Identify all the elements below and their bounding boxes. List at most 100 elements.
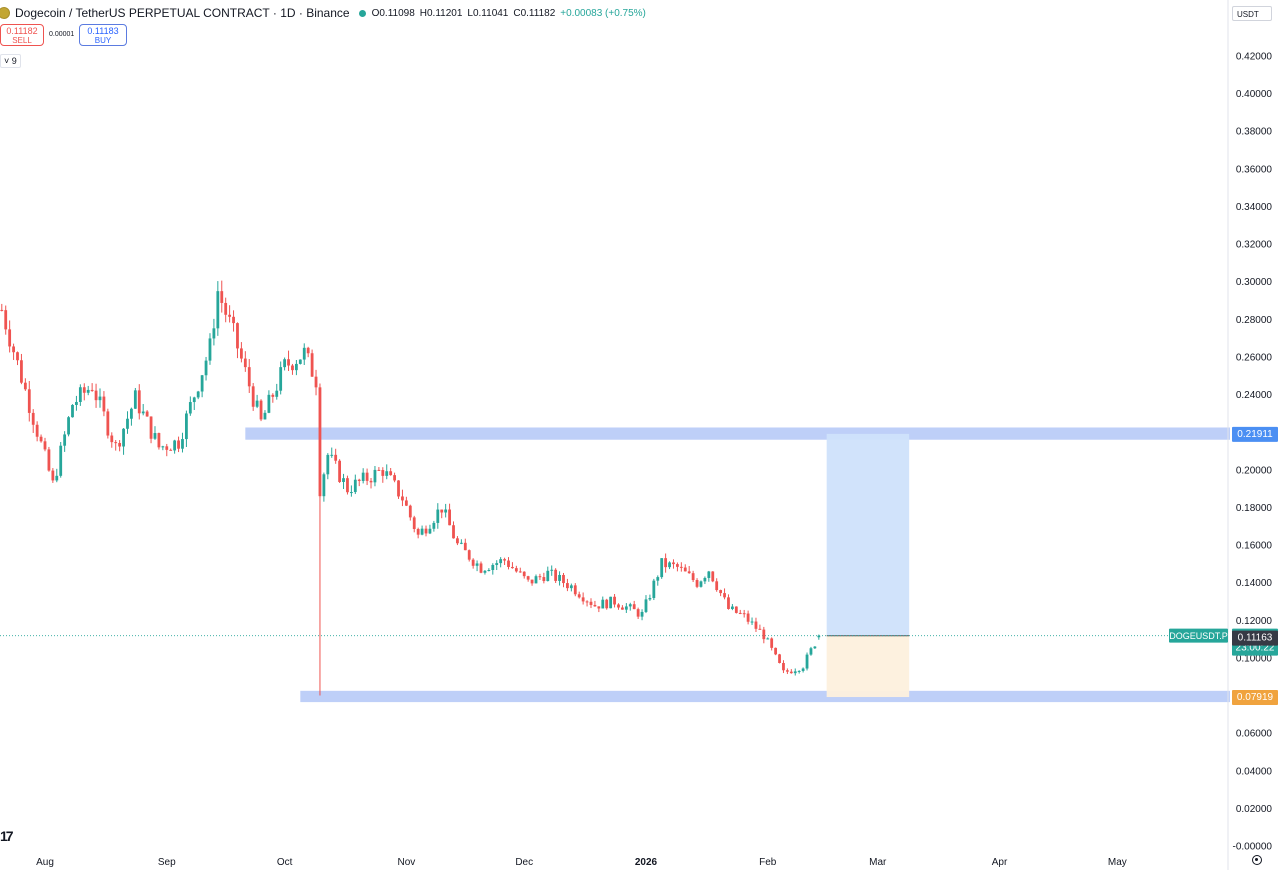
y-tick-label: 0.30000	[1236, 277, 1273, 288]
candle-body	[169, 449, 173, 451]
candle-body	[78, 387, 82, 402]
candle-body	[707, 571, 711, 578]
candle-body	[381, 470, 385, 476]
candle-body	[110, 435, 114, 443]
sell-label: SELL	[12, 36, 32, 45]
x-tick-label: 2026	[635, 857, 658, 868]
symbol-tag-bg	[1169, 628, 1228, 643]
candle-body	[727, 597, 730, 609]
candle-body	[679, 566, 683, 568]
candle-body	[613, 596, 616, 605]
y-tick-label: 0.10000	[1236, 653, 1273, 664]
x-tick-label: Dec	[515, 857, 533, 868]
candle-body	[554, 569, 558, 581]
last-price-tag-text: 23:00:22	[1236, 643, 1275, 654]
long-position-profit-area	[826, 433, 910, 636]
candle-body	[232, 316, 235, 324]
candle-body	[640, 611, 644, 617]
candle-body	[349, 492, 353, 494]
gear-icon[interactable]	[1252, 855, 1262, 865]
candle-body	[283, 359, 287, 368]
candle-body	[4, 310, 8, 330]
candle-body	[71, 404, 74, 418]
candle-body	[404, 500, 408, 506]
candle-body	[208, 338, 212, 361]
symbol-title[interactable]: Dogecoin / TetherUS PERPETUAL CONTRACT ·…	[15, 6, 350, 20]
candle-body	[310, 353, 314, 377]
candle-body	[774, 647, 778, 655]
candle-body	[330, 454, 334, 456]
candle-body	[605, 599, 609, 609]
candle-body	[243, 358, 247, 368]
candle-body	[432, 522, 436, 529]
candle-body	[507, 560, 510, 567]
candle-body	[534, 576, 538, 584]
candle-body	[137, 390, 141, 414]
y-tick-label: 0.24000	[1236, 390, 1273, 401]
candle-body	[617, 604, 620, 608]
long-position-loss-area	[826, 635, 910, 698]
ohlc-open: O0.11098	[371, 7, 415, 19]
candle-body	[377, 469, 381, 471]
candle-body	[173, 440, 177, 451]
candle-body	[703, 577, 707, 582]
candle-body	[322, 474, 326, 497]
candle-body	[424, 528, 428, 534]
candle-body	[593, 604, 597, 607]
candle-body	[393, 475, 396, 481]
candle-body	[672, 562, 675, 565]
y-tick-label: 0.28000	[1236, 315, 1273, 326]
candle-body	[652, 580, 656, 599]
candle-body	[102, 396, 106, 412]
candle-body	[503, 559, 506, 561]
x-tick-label: Feb	[759, 857, 777, 868]
candle-body	[114, 442, 118, 444]
candle-body	[16, 352, 19, 361]
candle-body	[369, 480, 373, 483]
sell-button[interactable]: 0.11182 SELL	[0, 24, 44, 46]
candle-body	[538, 576, 542, 578]
x-tick-label: Sep	[158, 857, 176, 868]
candle-body	[624, 606, 628, 610]
buy-button[interactable]: 0.11183 BUY	[79, 24, 127, 46]
currency-selector[interactable]: USDT	[1232, 6, 1272, 21]
candle-body	[31, 412, 35, 425]
tradingview-logo-icon[interactable]: 17	[0, 828, 14, 844]
candle-body	[326, 454, 330, 475]
candle-body	[271, 394, 275, 397]
candle-body	[412, 517, 416, 529]
entry-price-tag-text: 0.11163	[1238, 633, 1273, 644]
candle-body	[342, 478, 345, 482]
price-change: +0.00083 (+0.75%)	[560, 7, 646, 19]
buy-label: BUY	[94, 36, 112, 45]
candle-body	[491, 564, 495, 571]
candle-body	[23, 382, 27, 390]
candle-body	[247, 367, 251, 387]
candle-body	[157, 433, 161, 448]
y-tick-label: 0.40000	[1236, 89, 1273, 100]
candle-body	[63, 434, 67, 446]
candle-body	[216, 291, 220, 329]
y-tick-label: 0.18000	[1236, 503, 1273, 514]
candle-body	[782, 662, 785, 671]
candle-body	[389, 471, 393, 476]
candle-body	[153, 433, 157, 439]
candle-body	[306, 347, 310, 354]
candle-body	[149, 416, 153, 439]
candle-body	[181, 439, 184, 449]
candle-body	[397, 480, 400, 497]
candle-body	[401, 496, 404, 501]
ohlc-low: L0.11041	[467, 7, 509, 19]
candle-body	[601, 599, 605, 609]
candle-body	[287, 359, 290, 366]
entry-price-tag-bg	[1232, 630, 1278, 646]
y-tick-label: 0.20000	[1236, 465, 1273, 476]
candle-body	[251, 386, 255, 407]
candle-body	[656, 577, 660, 581]
candle-body	[456, 538, 459, 544]
candle-body	[758, 628, 762, 630]
candle-body	[133, 390, 137, 409]
candle-body	[67, 417, 70, 435]
indicator-toggle[interactable]: ˅ 9	[0, 54, 21, 68]
